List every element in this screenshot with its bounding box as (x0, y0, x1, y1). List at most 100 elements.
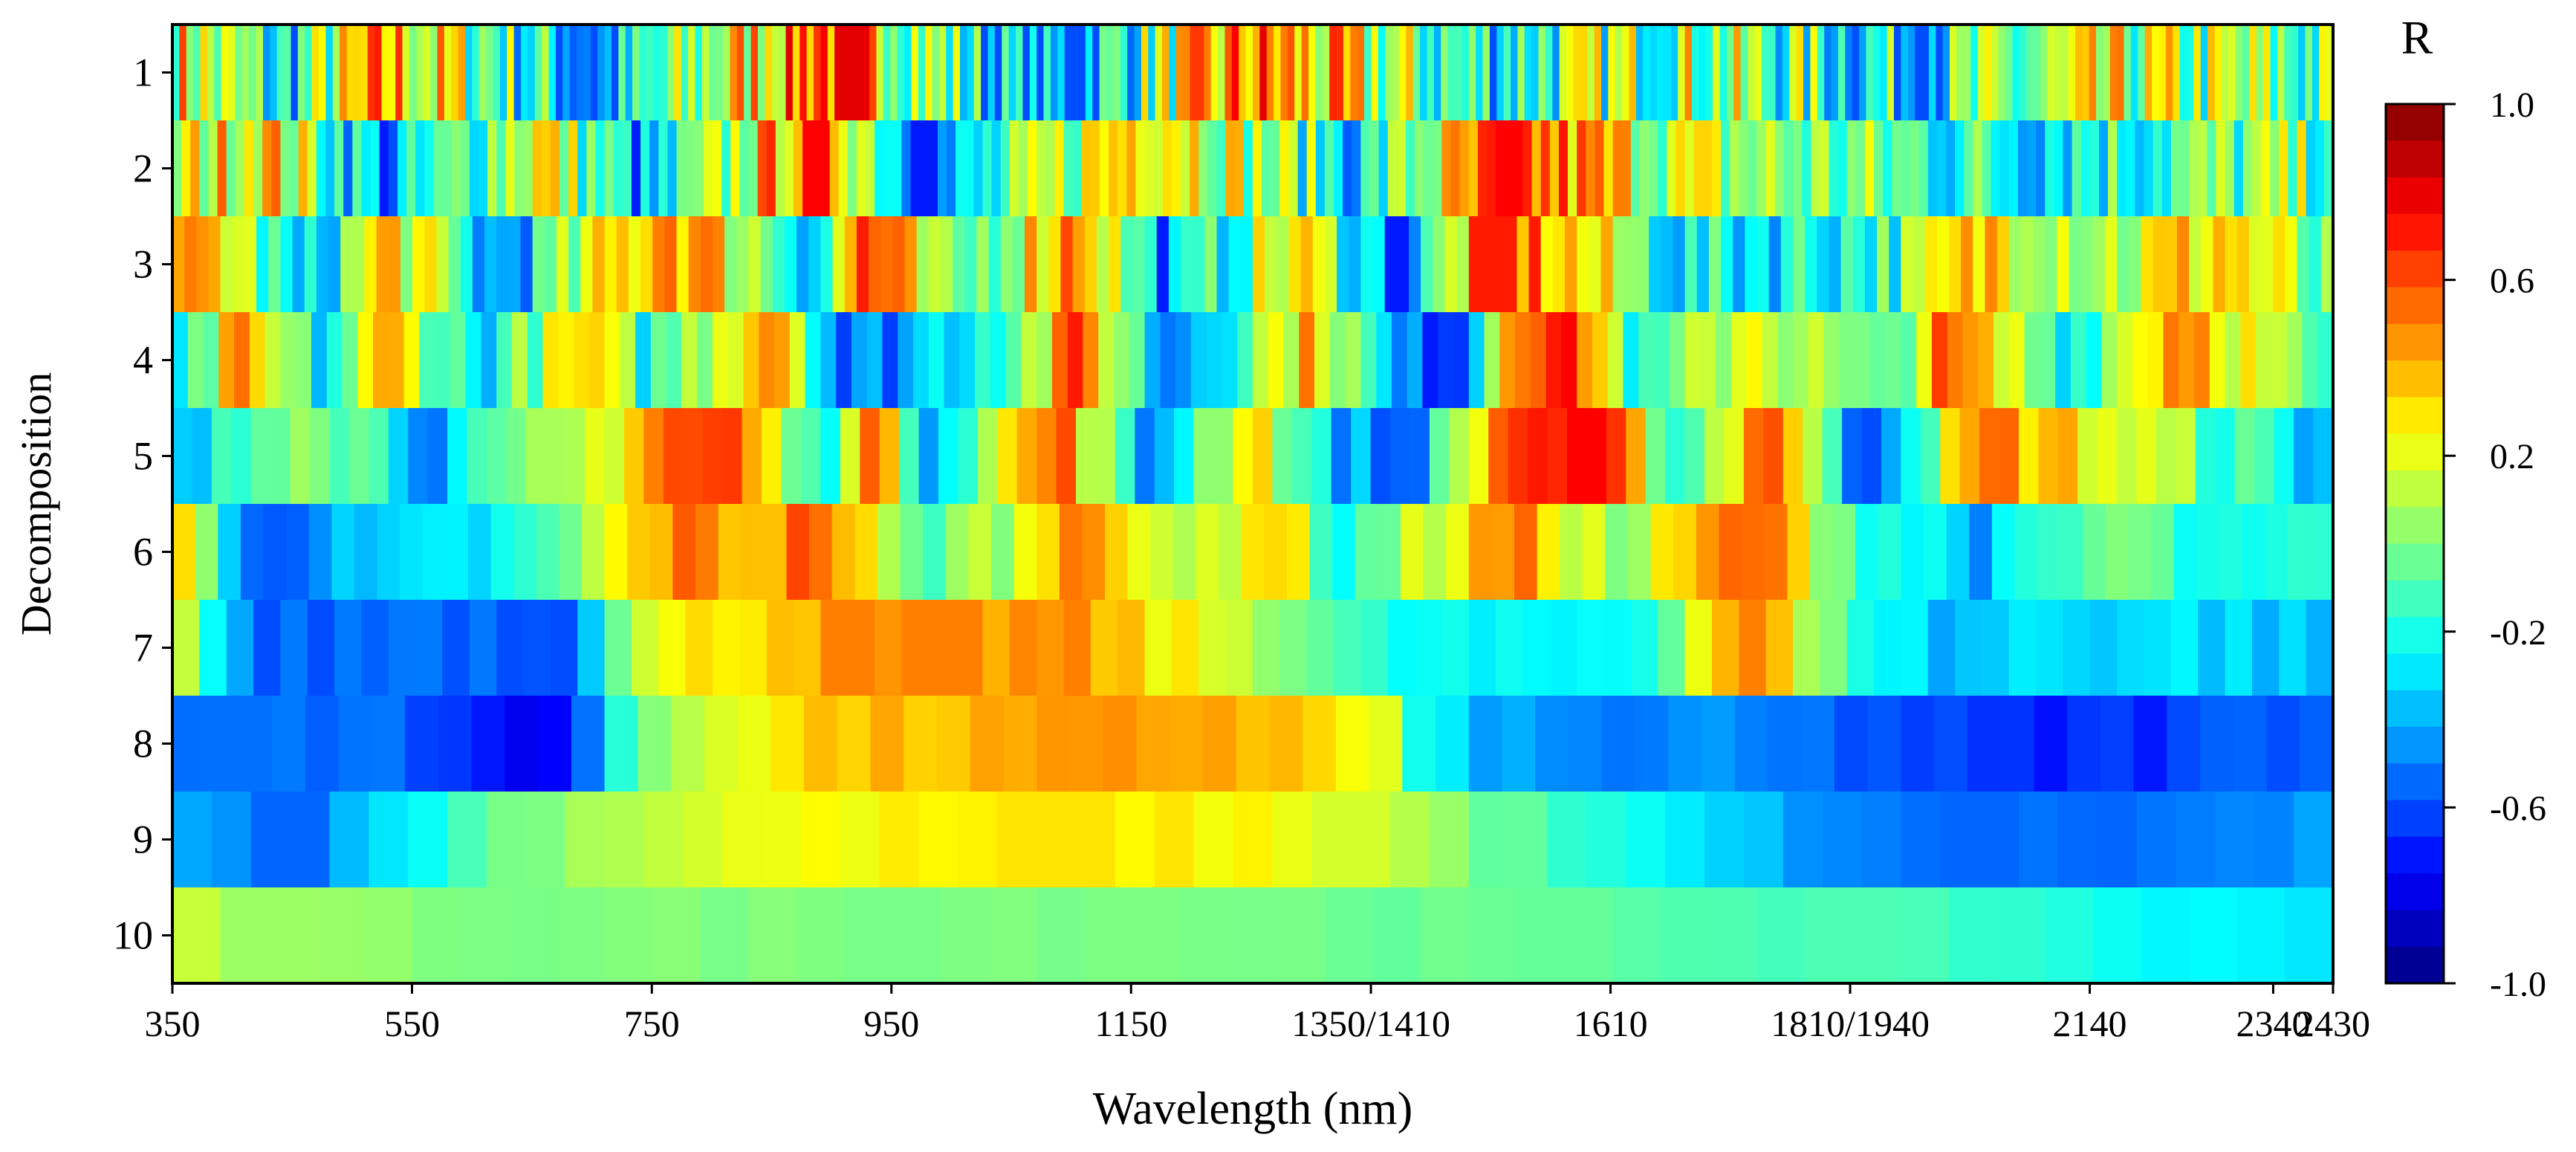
heatmap-cell (280, 312, 296, 409)
x-tick-label: 550 (384, 1003, 440, 1044)
heatmap-cell (1949, 887, 1998, 983)
heatmap-cell (1822, 408, 1843, 505)
heatmap-cell (1090, 600, 1118, 696)
heatmap-cell (2314, 120, 2325, 217)
heatmap-cell (1114, 312, 1130, 409)
heatmap-cell (1559, 25, 1567, 121)
heatmap-cell (1638, 312, 1655, 409)
heatmap-cell (785, 25, 794, 121)
heatmap-cell (1150, 504, 1174, 601)
heatmap-cell (869, 216, 881, 313)
heatmap-cell (433, 120, 444, 217)
heatmap-cell (565, 792, 606, 888)
heatmap-cell (2195, 408, 2216, 505)
heatmap-cell (1621, 120, 1632, 217)
heatmap-cell (1045, 120, 1056, 217)
heatmap-cell (1370, 408, 1391, 505)
heatmap-cell (1793, 600, 1820, 696)
heatmap-cell (1154, 408, 1175, 505)
heatmap-cell (604, 600, 632, 696)
heatmap-cell (408, 408, 429, 505)
heatmap-cell (779, 25, 787, 121)
heatmap-cell (272, 696, 306, 792)
heatmap-cell (2161, 120, 2172, 217)
heatmap-cell (1384, 216, 1398, 313)
heatmap-cell (604, 887, 653, 983)
heatmap-cell (1240, 216, 1253, 313)
heatmap-cell (664, 216, 678, 313)
heatmap-cell (1982, 600, 2010, 696)
heatmap-cell (1237, 312, 1253, 409)
heatmap-cell (340, 216, 353, 313)
heatmap-cell (1577, 312, 1593, 409)
heatmap-cell (1984, 25, 1992, 121)
heatmap-cell (550, 600, 578, 696)
heatmap-cell (2092, 216, 2106, 313)
heatmap-cell (1796, 25, 1804, 121)
colorbar-segment (2386, 946, 2444, 984)
heatmap-cell (2179, 25, 2187, 121)
heatmap-cell (1801, 696, 1835, 792)
heatmap-cell (637, 696, 672, 792)
heatmap-cell (2144, 120, 2154, 217)
heatmap-cell (1739, 120, 1749, 217)
heatmap-cell (556, 887, 606, 983)
heatmap-cell (1279, 120, 1290, 217)
heatmap-cell (1846, 600, 1875, 696)
heatmap-cell (1661, 216, 1674, 313)
heatmap-cell (172, 504, 196, 601)
heatmap-cell (1060, 216, 1074, 313)
heatmap-cell (1360, 216, 1374, 313)
heatmap-cell (2040, 312, 2056, 409)
colorbar-segment (2386, 800, 2444, 838)
heatmap-cell (1950, 25, 1958, 121)
heatmap-cell (869, 25, 877, 121)
heatmap-cell (1036, 120, 1046, 217)
heatmap-cell (556, 216, 569, 313)
heatmap-cell (1169, 25, 1177, 121)
heatmap-cell (2170, 600, 2199, 696)
heatmap-cell (1412, 25, 1421, 121)
heatmap-cell (1573, 25, 1581, 121)
heatmap-cell (292, 216, 305, 313)
heatmap-cell (1721, 120, 1730, 217)
colorbar-frame (2384, 103, 2445, 985)
heatmap-cell (1764, 504, 1788, 601)
heatmap-cell (1022, 25, 1031, 121)
heatmap-cell (506, 408, 527, 505)
heatmap-cell (1225, 120, 1236, 217)
heatmap-cell (2189, 216, 2202, 313)
heatmap-cell (447, 792, 487, 888)
heatmap-cell (604, 120, 614, 217)
heatmap-cell (2089, 25, 2097, 121)
heatmap-cell (1083, 312, 1099, 409)
heatmap-cell (305, 696, 340, 792)
heatmap-cell (1109, 216, 1121, 313)
heatmap-cell (2082, 25, 2090, 121)
heatmap-cell (681, 25, 689, 121)
heatmap-cell (899, 408, 920, 505)
heatmap-cell (1172, 504, 1197, 601)
heatmap-cell (2297, 120, 2307, 217)
heatmap-cell (625, 25, 633, 121)
heatmap-cell (1265, 216, 1277, 313)
heatmap-cell (2068, 25, 2076, 121)
heatmap-cell (918, 792, 959, 888)
heatmap-cell (775, 120, 785, 217)
heatmap-cell (1288, 216, 1302, 313)
colorbar-tick-label: -0.2 (2490, 613, 2546, 653)
heatmap-cell (1183, 25, 1191, 121)
heatmap-cell (249, 25, 257, 121)
heatmap-cell (1162, 120, 1172, 217)
heatmap-cell (2285, 887, 2333, 983)
heatmap-cell (1991, 504, 2016, 601)
heatmap-cell (1775, 25, 1783, 121)
heatmap-cell (2236, 887, 2285, 983)
heatmap-cell (1864, 216, 1878, 313)
heatmap-cell (1423, 504, 1447, 601)
heatmap-cell (1409, 216, 1421, 313)
heatmap-cell (1190, 312, 1207, 409)
heatmap-cell (913, 312, 929, 409)
heatmap-cell (918, 408, 939, 505)
heatmap-cell (1658, 600, 1686, 696)
